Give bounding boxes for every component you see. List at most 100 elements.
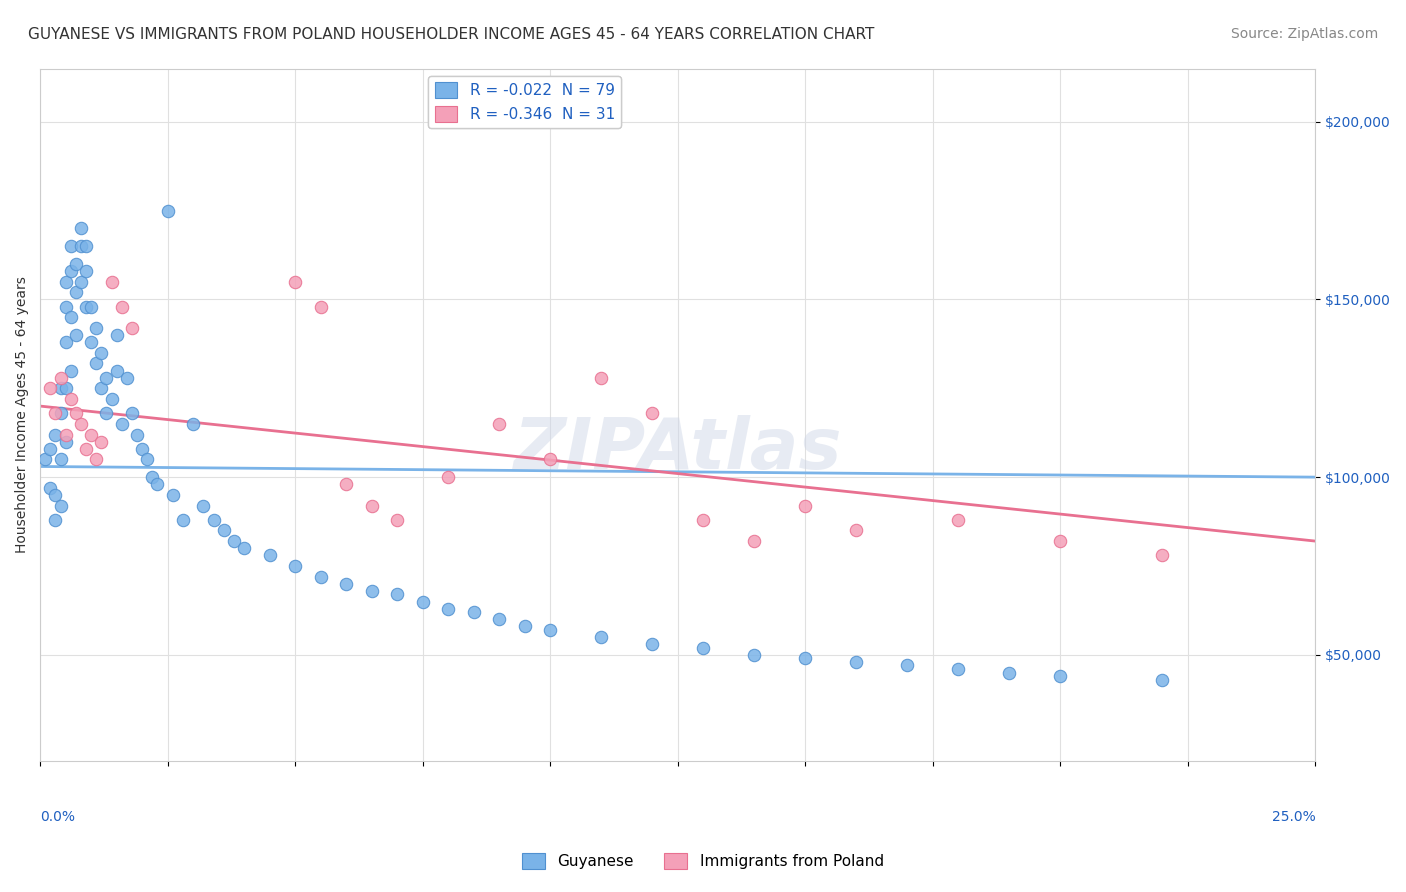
Point [70, 417, 93, 431]
Point [641, 406, 664, 420]
Point [309, 300, 332, 314]
Point [39, 381, 62, 395]
Point [948, 513, 970, 527]
Point [146, 477, 169, 491]
Point [84, 321, 107, 335]
Point [181, 417, 204, 431]
Point [1049, 534, 1071, 549]
Point [845, 524, 868, 538]
Point [136, 452, 159, 467]
Point [59, 239, 82, 253]
Point [34, 452, 56, 467]
Point [55, 335, 77, 350]
Point [233, 541, 256, 556]
Point [75, 442, 97, 456]
Point [845, 655, 868, 669]
Point [156, 203, 179, 218]
Point [437, 601, 460, 615]
Point [65, 285, 87, 300]
Point [360, 499, 382, 513]
Point [75, 300, 97, 314]
Point [80, 335, 103, 350]
Point [193, 499, 215, 513]
Point [39, 442, 62, 456]
Point [55, 381, 77, 395]
Point [692, 640, 714, 655]
Point [742, 534, 765, 549]
Point [948, 662, 970, 676]
Point [59, 392, 82, 406]
Point [202, 513, 225, 527]
Point [65, 328, 87, 343]
Point [55, 434, 77, 449]
Point [437, 470, 460, 484]
Point [488, 612, 510, 626]
Point [39, 481, 62, 495]
Text: GUYANESE VS IMMIGRANTS FROM POLAND HOUSEHOLDER INCOME AGES 45 - 64 YEARS CORRELA: GUYANESE VS IMMIGRANTS FROM POLAND HOUSE… [28, 27, 875, 42]
Point [998, 665, 1021, 680]
Point [44, 488, 66, 502]
Point [141, 470, 163, 484]
Point [692, 513, 714, 527]
Point [75, 264, 97, 278]
Point [65, 406, 87, 420]
Point [44, 513, 66, 527]
Point [75, 239, 97, 253]
Point [212, 524, 235, 538]
Text: 25.0%: 25.0% [1271, 810, 1316, 824]
Point [1152, 673, 1174, 687]
Point [105, 328, 128, 343]
Point [335, 477, 357, 491]
Point [55, 300, 77, 314]
Legend: R = -0.022  N = 79, R = -0.346  N = 31: R = -0.022 N = 79, R = -0.346 N = 31 [429, 76, 621, 128]
Point [44, 406, 66, 420]
Point [742, 648, 765, 662]
Point [70, 221, 93, 235]
Point [84, 356, 107, 370]
Point [488, 417, 510, 431]
Point [591, 370, 613, 384]
Point [641, 637, 664, 651]
Point [105, 363, 128, 377]
Point [412, 594, 434, 608]
Point [55, 275, 77, 289]
Point [335, 576, 357, 591]
Point [90, 434, 112, 449]
Point [259, 549, 281, 563]
Point [90, 345, 112, 359]
Point [49, 499, 72, 513]
Point [309, 569, 332, 583]
Point [49, 406, 72, 420]
Text: 0.0%: 0.0% [41, 810, 75, 824]
Point [111, 417, 134, 431]
Point [125, 427, 148, 442]
Point [49, 452, 72, 467]
Point [90, 381, 112, 395]
Point [115, 370, 138, 384]
Point [100, 392, 122, 406]
Point [59, 363, 82, 377]
Point [284, 558, 307, 573]
Point [70, 275, 93, 289]
Point [385, 513, 408, 527]
Point [538, 623, 561, 637]
Point [80, 300, 103, 314]
Legend: Guyanese, Immigrants from Poland: Guyanese, Immigrants from Poland [516, 847, 890, 875]
Point [896, 658, 918, 673]
Point [794, 651, 817, 665]
Point [385, 587, 408, 601]
Point [84, 452, 107, 467]
Point [80, 427, 103, 442]
Point [222, 534, 245, 549]
Point [59, 310, 82, 325]
Point [55, 427, 77, 442]
Point [794, 499, 817, 513]
Y-axis label: Householder Income Ages 45 - 64 years: Householder Income Ages 45 - 64 years [15, 277, 30, 553]
Point [96, 406, 118, 420]
Point [513, 619, 536, 633]
Point [111, 300, 134, 314]
Point [162, 488, 184, 502]
Point [360, 583, 382, 598]
Point [65, 257, 87, 271]
Point [121, 321, 143, 335]
